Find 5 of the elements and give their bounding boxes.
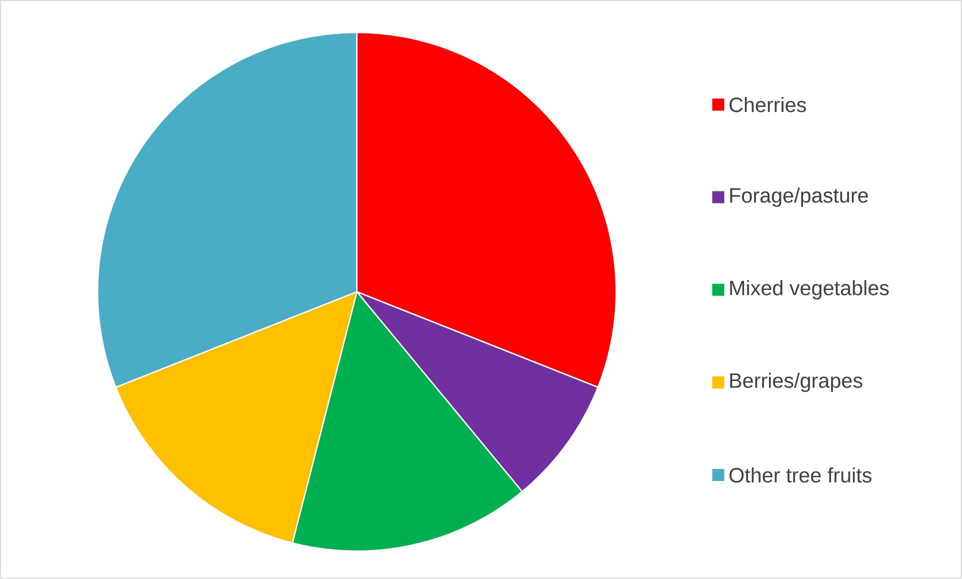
legend-label: Mixed vegetables — [730, 280, 889, 300]
legend-label: Forage/pasture — [730, 188, 868, 208]
legend-label: Cherries — [730, 97, 806, 112]
legend-label: Berries/grapes — [730, 372, 862, 392]
legend-label: Other tree fruits — [730, 468, 872, 483]
